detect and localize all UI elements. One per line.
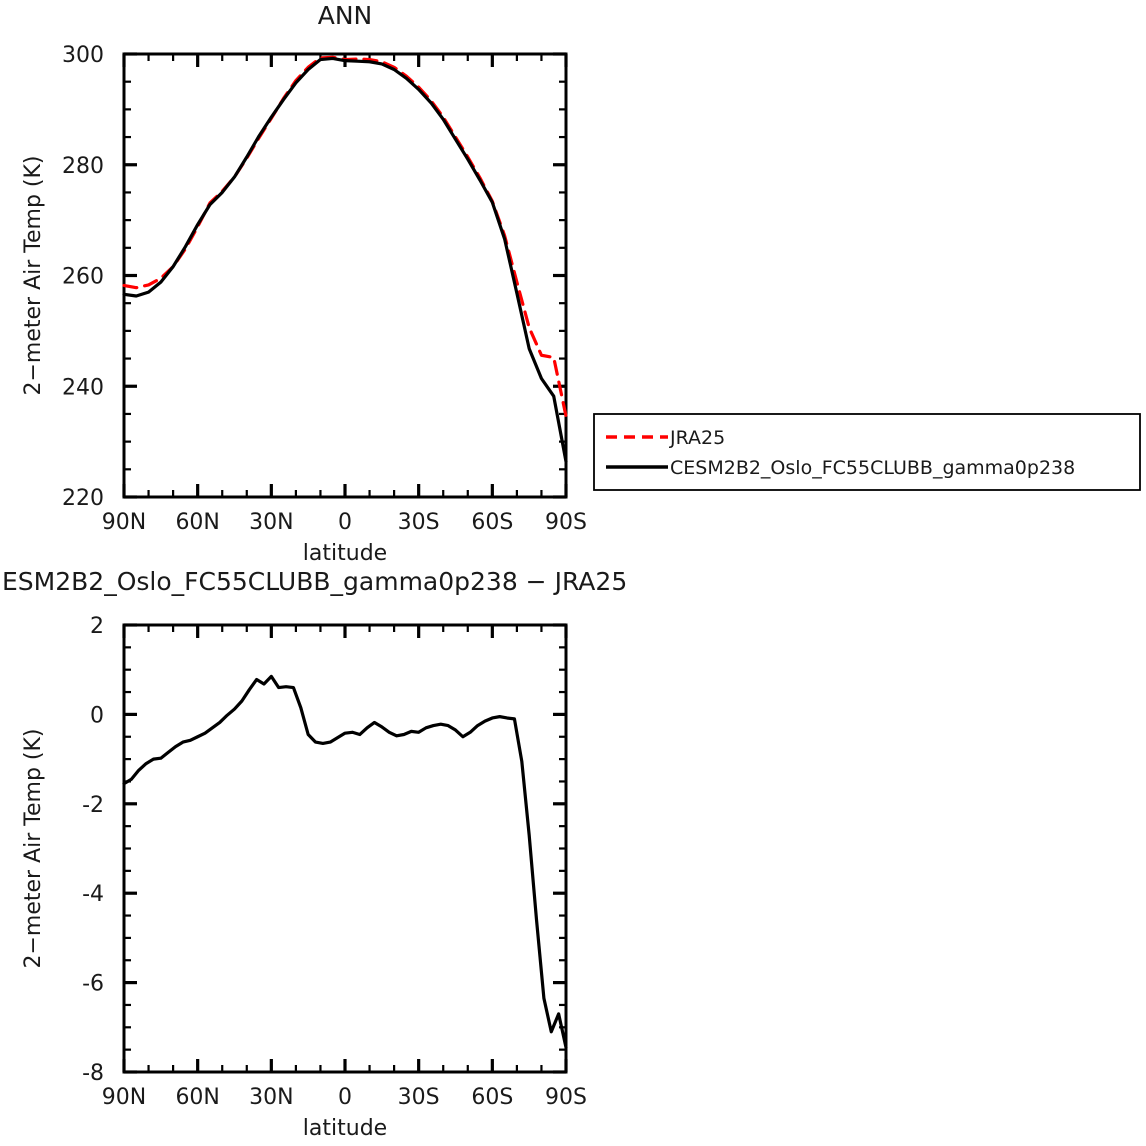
top-panel-xaxis-label: 60S	[471, 510, 513, 535]
top-panel-xaxis-label: 0	[338, 510, 352, 535]
top-panel-frame	[122, 52, 568, 499]
bottom-panel-xaxis-label: 0	[338, 1085, 352, 1110]
top-panel-title: ANN	[318, 1, 373, 30]
bottom-panel-ylabel: 2−meter Air Temp (K)	[21, 728, 46, 968]
bottom-panel-title: ESM2B2_Oslo_FC55CLUBB_gamma0p238 − JRA25	[2, 567, 627, 596]
bottom-panel-yaxis-label: -6	[82, 972, 104, 997]
bottom-panel-xaxis-label: 60S	[471, 1085, 513, 1110]
top-panel-ylabel: 2−meter Air Temp (K)	[21, 155, 46, 395]
top-panel-series-model	[122, 56, 568, 464]
legend-label-model: CESM2B2_Oslo_FC55CLUBB_gamma0p238	[670, 457, 1075, 479]
top-panel-xaxis-label: 60N	[175, 510, 219, 535]
top-panel-yaxis-label: 220	[62, 486, 104, 511]
legend-label-jra25: JRA25	[669, 427, 725, 449]
top-panel-yaxis-label: 280	[62, 154, 104, 179]
top-panel-yaxis-label: 240	[62, 375, 104, 400]
top-panel-xlabel: latitude	[303, 541, 387, 566]
top-panel-xaxis-label: 30N	[249, 510, 293, 535]
bottom-panel-yaxis-label: -4	[82, 882, 104, 907]
bottom-panel-xaxis-label: 90N	[102, 1085, 146, 1110]
bottom-panel-series-difference	[122, 674, 568, 1050]
top-panel-xaxis-label: 90S	[545, 510, 587, 535]
bottom-panel-yaxis-label: 0	[90, 703, 104, 728]
bottom-panel-yaxis-label: 2	[90, 614, 104, 639]
bottom-panel-xlabel: latitude	[303, 1116, 387, 1141]
legend-box	[593, 413, 1141, 491]
top-panel-yaxis-label: 300	[62, 43, 104, 68]
bottom-panel-frame	[122, 623, 568, 1074]
bottom-panel-xaxis-label: 90S	[545, 1085, 587, 1110]
bottom-panel-xaxis-label: 30S	[398, 1085, 440, 1110]
bottom-panel-yaxis-label: -2	[82, 793, 104, 818]
bottom-panel-xaxis-label: 60N	[175, 1085, 219, 1110]
top-panel-xaxis-label: 30S	[398, 510, 440, 535]
bottom-panel-xaxis-label: 30N	[249, 1085, 293, 1110]
top-panel-xaxis-label: 90N	[102, 510, 146, 535]
top-panel-yaxis-label: 260	[62, 265, 104, 290]
bottom-panel-yaxis-label: -8	[82, 1061, 104, 1086]
